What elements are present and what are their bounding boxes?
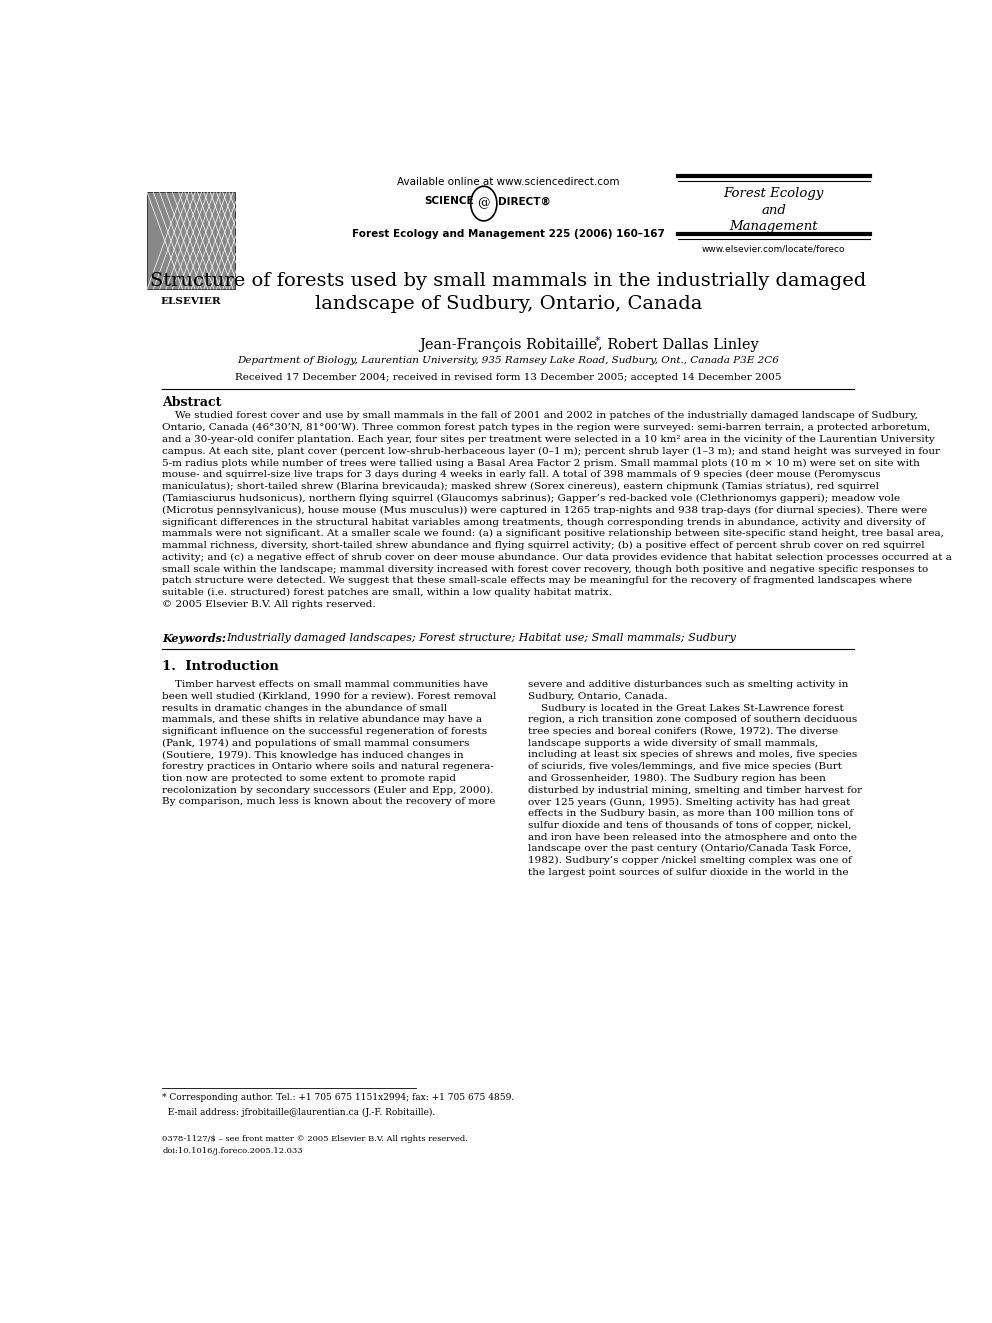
Text: Timber harvest effects on small mammal communities have
been well studied (Kirkl: Timber harvest effects on small mammal c… <box>163 680 497 807</box>
Text: We studied forest cover and use by small mammals in the fall of 2001 and 2002 in: We studied forest cover and use by small… <box>163 411 952 609</box>
Text: SCIENCE: SCIENCE <box>425 196 474 206</box>
Text: Received 17 December 2004; received in revised form 13 December 2005; accepted 1: Received 17 December 2004; received in r… <box>235 373 782 382</box>
Text: Forest Ecology and Management 225 (2006) 160–167: Forest Ecology and Management 225 (2006)… <box>352 229 665 239</box>
Text: E-mail address: jfrobitaille@laurentian.ca (J.-F. Robitaille).: E-mail address: jfrobitaille@laurentian.… <box>163 1109 435 1118</box>
Text: Jean-François Robitaille: Jean-François Robitaille <box>420 339 597 352</box>
Text: doi:10.1016/j.foreco.2005.12.033: doi:10.1016/j.foreco.2005.12.033 <box>163 1147 304 1155</box>
Text: @: @ <box>477 197 490 210</box>
Text: 0378-1127/$ – see front matter © 2005 Elsevier B.V. All rights reserved.: 0378-1127/$ – see front matter © 2005 El… <box>163 1135 468 1143</box>
Text: Available online at www.sciencedirect.com: Available online at www.sciencedirect.co… <box>397 177 620 187</box>
Text: 1.  Introduction: 1. Introduction <box>163 660 279 673</box>
Text: Structure of forests used by small mammals in the industrially damaged
landscape: Structure of forests used by small mamma… <box>150 271 867 314</box>
Text: severe and additive disturbances such as smelting activity in
Sudbury, Ontario, : severe and additive disturbances such as… <box>528 680 862 877</box>
Text: ELSEVIER: ELSEVIER <box>161 298 221 307</box>
Bar <box>147 192 235 290</box>
Text: Management: Management <box>729 220 818 233</box>
Text: * Corresponding author. Tel.: +1 705 675 1151x2994; fax: +1 705 675 4859.: * Corresponding author. Tel.: +1 705 675… <box>163 1093 515 1102</box>
Text: *: * <box>594 336 600 347</box>
Text: and: and <box>761 204 786 217</box>
Text: Industrially damaged landscapes; Forest structure; Habitat use; Small mammals; S: Industrially damaged landscapes; Forest … <box>226 634 736 643</box>
Text: Forest Ecology: Forest Ecology <box>723 188 823 200</box>
Text: , Robert Dallas Linley: , Robert Dallas Linley <box>598 339 759 352</box>
Text: DIRECT®: DIRECT® <box>498 196 551 206</box>
Text: Keywords:: Keywords: <box>163 634 234 644</box>
Text: Abstract: Abstract <box>163 396 222 409</box>
Text: www.elsevier.com/locate/foreco: www.elsevier.com/locate/foreco <box>702 245 845 253</box>
Text: Department of Biology, Laurentian University, 935 Ramsey Lake Road, Sudbury, Ont: Department of Biology, Laurentian Univer… <box>237 356 780 365</box>
